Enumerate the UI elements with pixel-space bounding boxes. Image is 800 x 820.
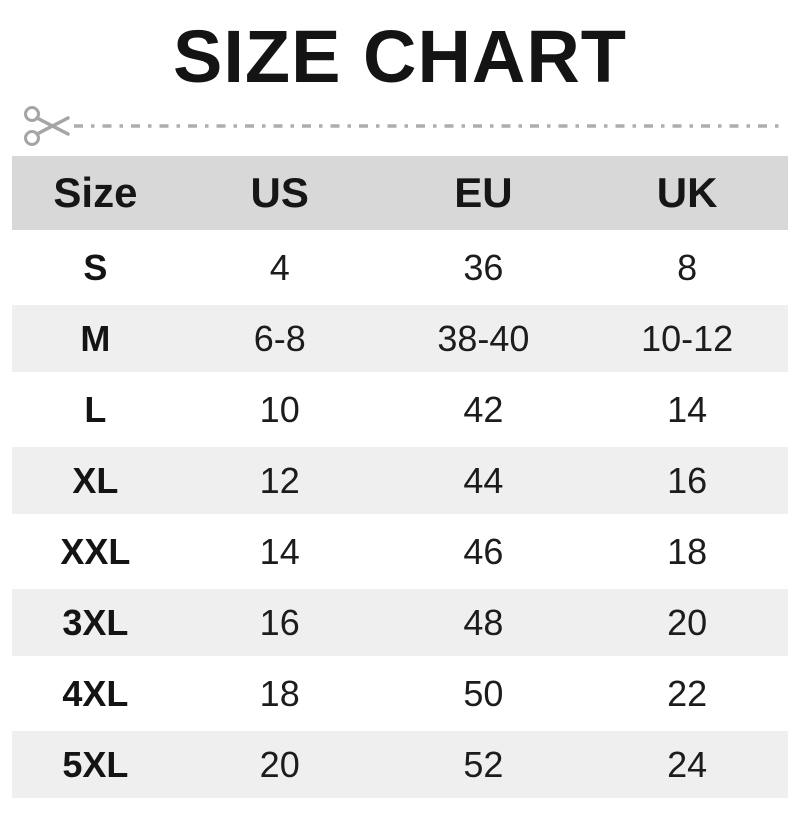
- page-title: SIZE CHART: [173, 15, 627, 98]
- eu-cell: 42: [463, 388, 504, 430]
- size-cell: XL: [12, 447, 179, 514]
- eu-cell: 48: [380, 589, 587, 656]
- size-cell: S: [83, 246, 108, 288]
- size-cell: 4XL: [62, 672, 129, 714]
- size-cell: L: [84, 388, 107, 430]
- table-header-row: Size US EU UK: [12, 156, 788, 230]
- size-chart-sheet: SIZE CHART Size US EU UK S 4 36: [0, 20, 800, 820]
- uk-cell: 24: [586, 731, 788, 798]
- header-uk: UK: [586, 156, 788, 230]
- us-cell: 4: [269, 246, 290, 288]
- us-cell: 20: [178, 731, 381, 798]
- uk-cell: 22: [667, 672, 708, 714]
- uk-cell: 16: [586, 447, 788, 514]
- table-row: L 10 42 14: [12, 376, 788, 443]
- uk-cell: 10-12: [586, 305, 788, 372]
- eu-cell: 52: [380, 731, 587, 798]
- eu-cell: 38-40: [380, 305, 587, 372]
- table-row: XL 12 44 16: [12, 447, 788, 514]
- size-table: Size US EU UK S 4 36 8 M 6-8 38-40 10-12…: [12, 152, 788, 802]
- eu-cell: 36: [463, 246, 504, 288]
- table-row: 4XL 18 50 22: [12, 660, 788, 727]
- us-cell: 14: [259, 530, 300, 572]
- uk-cell: 18: [667, 530, 708, 572]
- uk-cell: 8: [677, 246, 698, 288]
- cut-line: [10, 104, 790, 148]
- size-cell: 5XL: [12, 731, 179, 798]
- header-us: US: [178, 156, 381, 230]
- size-cell: 3XL: [12, 589, 179, 656]
- table-row: XXL 14 46 18: [12, 518, 788, 585]
- us-cell: 6-8: [178, 305, 381, 372]
- scissors-icon: [24, 106, 786, 146]
- us-cell: 18: [259, 672, 300, 714]
- us-cell: 10: [259, 388, 300, 430]
- uk-cell: 20: [586, 589, 788, 656]
- table-row: M 6-8 38-40 10-12: [12, 305, 788, 372]
- header-eu: EU: [380, 156, 587, 230]
- table-row: S 4 36 8: [12, 234, 788, 301]
- us-cell: 16: [178, 589, 381, 656]
- size-cell: XXL: [60, 530, 131, 572]
- header-size: Size: [12, 156, 179, 230]
- eu-cell: 50: [463, 672, 504, 714]
- uk-cell: 14: [667, 388, 708, 430]
- eu-cell: 44: [380, 447, 587, 514]
- size-cell: M: [12, 305, 179, 372]
- table-row: 5XL 20 52 24: [12, 731, 788, 798]
- table-row: 3XL 16 48 20: [12, 589, 788, 656]
- us-cell: 12: [178, 447, 381, 514]
- eu-cell: 46: [463, 530, 504, 572]
